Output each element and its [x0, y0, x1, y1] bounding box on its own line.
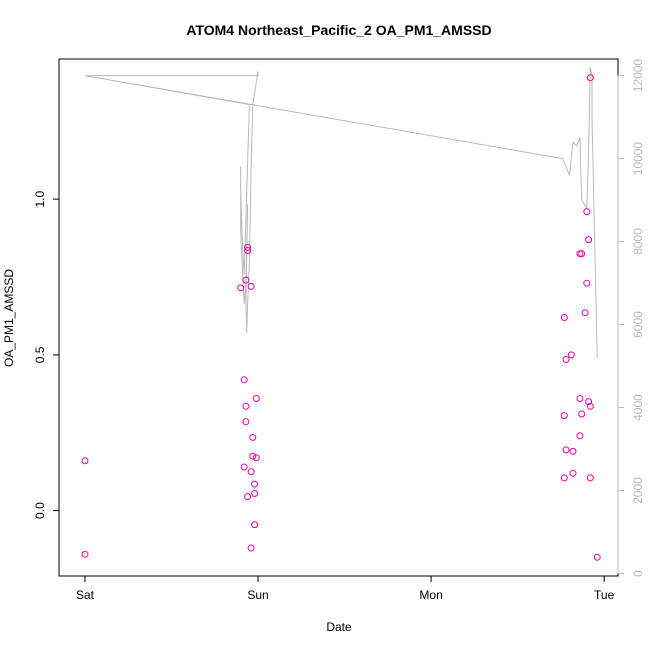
scatter-series: [81, 74, 601, 561]
data-point: [251, 480, 259, 488]
data-point: [560, 412, 568, 420]
data-point: [240, 463, 248, 471]
y2-tick-label: 4000: [631, 394, 645, 421]
data-point: [81, 457, 89, 465]
data-point: [560, 474, 568, 482]
data-point: [586, 74, 594, 82]
data-point: [247, 282, 255, 290]
secondary-series-line: [84, 67, 598, 358]
data-point: [567, 351, 575, 359]
y-tick-label: 0.5: [33, 346, 47, 363]
data-point: [578, 410, 586, 418]
y-axis-label: OA_PM1_AMSSD: [2, 269, 16, 367]
x-tick-label: Mon: [419, 588, 442, 602]
data-point: [593, 553, 601, 561]
data-point: [569, 447, 577, 455]
data-point: [585, 236, 593, 244]
data-point: [252, 395, 260, 402]
data-point: [247, 544, 255, 552]
data-point: [242, 402, 250, 410]
data-point: [244, 493, 252, 501]
data-point: [237, 284, 245, 292]
y2-tick-label: 10000: [631, 142, 645, 176]
data-point: [249, 452, 257, 460]
data-point: [583, 208, 591, 216]
data-point: [586, 474, 594, 482]
y2-tick-label: 6000: [631, 311, 645, 338]
data-point: [244, 243, 252, 251]
x-axis-label: Date: [326, 620, 352, 634]
y-axis: 0.0 0.5 1.0: [33, 190, 60, 519]
x-tick-label: Sat: [76, 588, 95, 602]
y-tick-label: 1.0: [33, 190, 47, 207]
x-axis: Sat Sun Mon Tue: [76, 575, 615, 602]
secondary-line-series: [84, 67, 598, 358]
y2-tick-label: 2000: [631, 477, 645, 504]
data-point: [585, 398, 593, 406]
data-point: [251, 490, 259, 497]
data-point: [581, 309, 589, 317]
data-point: [576, 395, 584, 402]
data-point: [247, 468, 255, 476]
data-point: [583, 279, 591, 287]
data-point: [240, 376, 248, 384]
data-point: [576, 432, 584, 440]
data-point: [560, 314, 568, 321]
data-point: [252, 454, 260, 462]
x-tick-label: Tue: [594, 588, 615, 602]
y2-tick-label: 0: [631, 570, 645, 577]
plot-frame: [58, 58, 619, 577]
y-tick-label: 0.0: [33, 502, 47, 519]
data-point: [242, 276, 250, 284]
data-point: [569, 469, 577, 477]
y2-tick-label: 8000: [631, 228, 645, 255]
data-point: [249, 433, 257, 441]
y2-tick-label: 12000: [631, 59, 645, 93]
data-point: [81, 550, 89, 558]
data-point: [244, 247, 252, 254]
data-point: [562, 446, 570, 454]
x-tick-label: Sun: [247, 588, 268, 602]
y2-axis: 0 2000 4000 6000 8000 10000 12000: [617, 59, 645, 577]
data-point: [242, 418, 250, 426]
data-point: [251, 521, 259, 529]
data-point: [562, 356, 570, 363]
chart-title: ATOM4 Northeast_Pacific_2 OA_PM1_AMSSD: [186, 22, 491, 38]
data-point: [586, 402, 594, 410]
data-point: [578, 250, 586, 258]
